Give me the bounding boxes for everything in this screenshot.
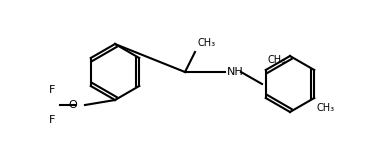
Text: NH: NH [227,67,244,77]
Text: F: F [48,115,55,125]
Text: CH₃: CH₃ [197,38,215,48]
Text: F: F [48,85,55,95]
Text: CH₃: CH₃ [268,55,286,65]
Text: CH₃: CH₃ [316,103,334,113]
Text: O: O [68,100,77,110]
